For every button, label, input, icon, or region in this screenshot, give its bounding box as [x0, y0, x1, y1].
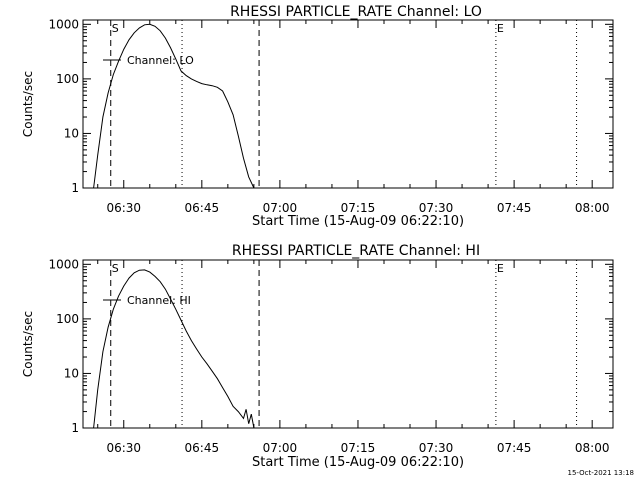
y-tick-label: 100 — [56, 72, 79, 86]
x-tick-label: 06:30 — [106, 441, 141, 455]
legend-label: Channel: HI — [127, 294, 191, 307]
x-tick-label: 07:45 — [497, 441, 532, 455]
y-tick-label: 1 — [71, 181, 79, 195]
plot-frame — [82, 259, 614, 429]
series-line-lo — [93, 23, 255, 189]
x-tick-label: 06:45 — [185, 201, 220, 215]
chart-title: RHESSI PARTICLE_RATE Channel: HI — [232, 243, 480, 259]
chart-title: RHESSI PARTICLE_RATE Channel: LO — [230, 4, 482, 20]
panel-lo: RHESSI PARTICLE_RATE Channel: LO Counts/s… — [21, 4, 614, 229]
event-marker-label: E — [497, 262, 504, 275]
event-marker-label: S — [112, 262, 119, 275]
x-tick-label: 07:30 — [419, 201, 454, 215]
y-tick-label: 1 — [71, 421, 79, 435]
x-tick-label: 08:00 — [575, 201, 610, 215]
x-tick-label: 06:45 — [185, 441, 220, 455]
x-tick-label: 06:30 — [106, 201, 141, 215]
x-tick-label: 07:30 — [419, 441, 454, 455]
x-tick-label: 07:15 — [341, 201, 376, 215]
event-marker-label: S — [112, 22, 119, 35]
y-axis-label: Counts/sec — [21, 71, 35, 137]
plot-frame — [82, 19, 614, 189]
x-axis-label: Start Time (15-Aug-09 06:22:10) — [252, 455, 464, 470]
event-marker-label: E — [497, 22, 504, 35]
x-axis-label: Start Time (15-Aug-09 06:22:10) — [252, 214, 464, 229]
x-tick-label: 07:15 — [341, 441, 376, 455]
legend-label: Channel: LO — [127, 54, 194, 67]
y-tick-label: 1000 — [48, 17, 79, 31]
y-tick-label: 10 — [64, 126, 79, 140]
y-tick-label: 100 — [56, 312, 79, 326]
y-axis-label: Counts/sec — [21, 311, 35, 377]
series-line-hi — [93, 269, 255, 429]
x-tick-label: 07:45 — [497, 201, 532, 215]
panel-hi: RHESSI PARTICLE_RATE Channel: HI Counts/s… — [21, 243, 614, 470]
y-tick-label: 10 — [64, 366, 79, 380]
x-tick-label: 07:00 — [263, 441, 298, 455]
timestamp: 15-Oct-2021 13:18 — [567, 469, 634, 477]
x-tick-label: 07:00 — [263, 201, 298, 215]
y-tick-label: 1000 — [48, 257, 79, 271]
x-tick-label: 08:00 — [575, 441, 610, 455]
